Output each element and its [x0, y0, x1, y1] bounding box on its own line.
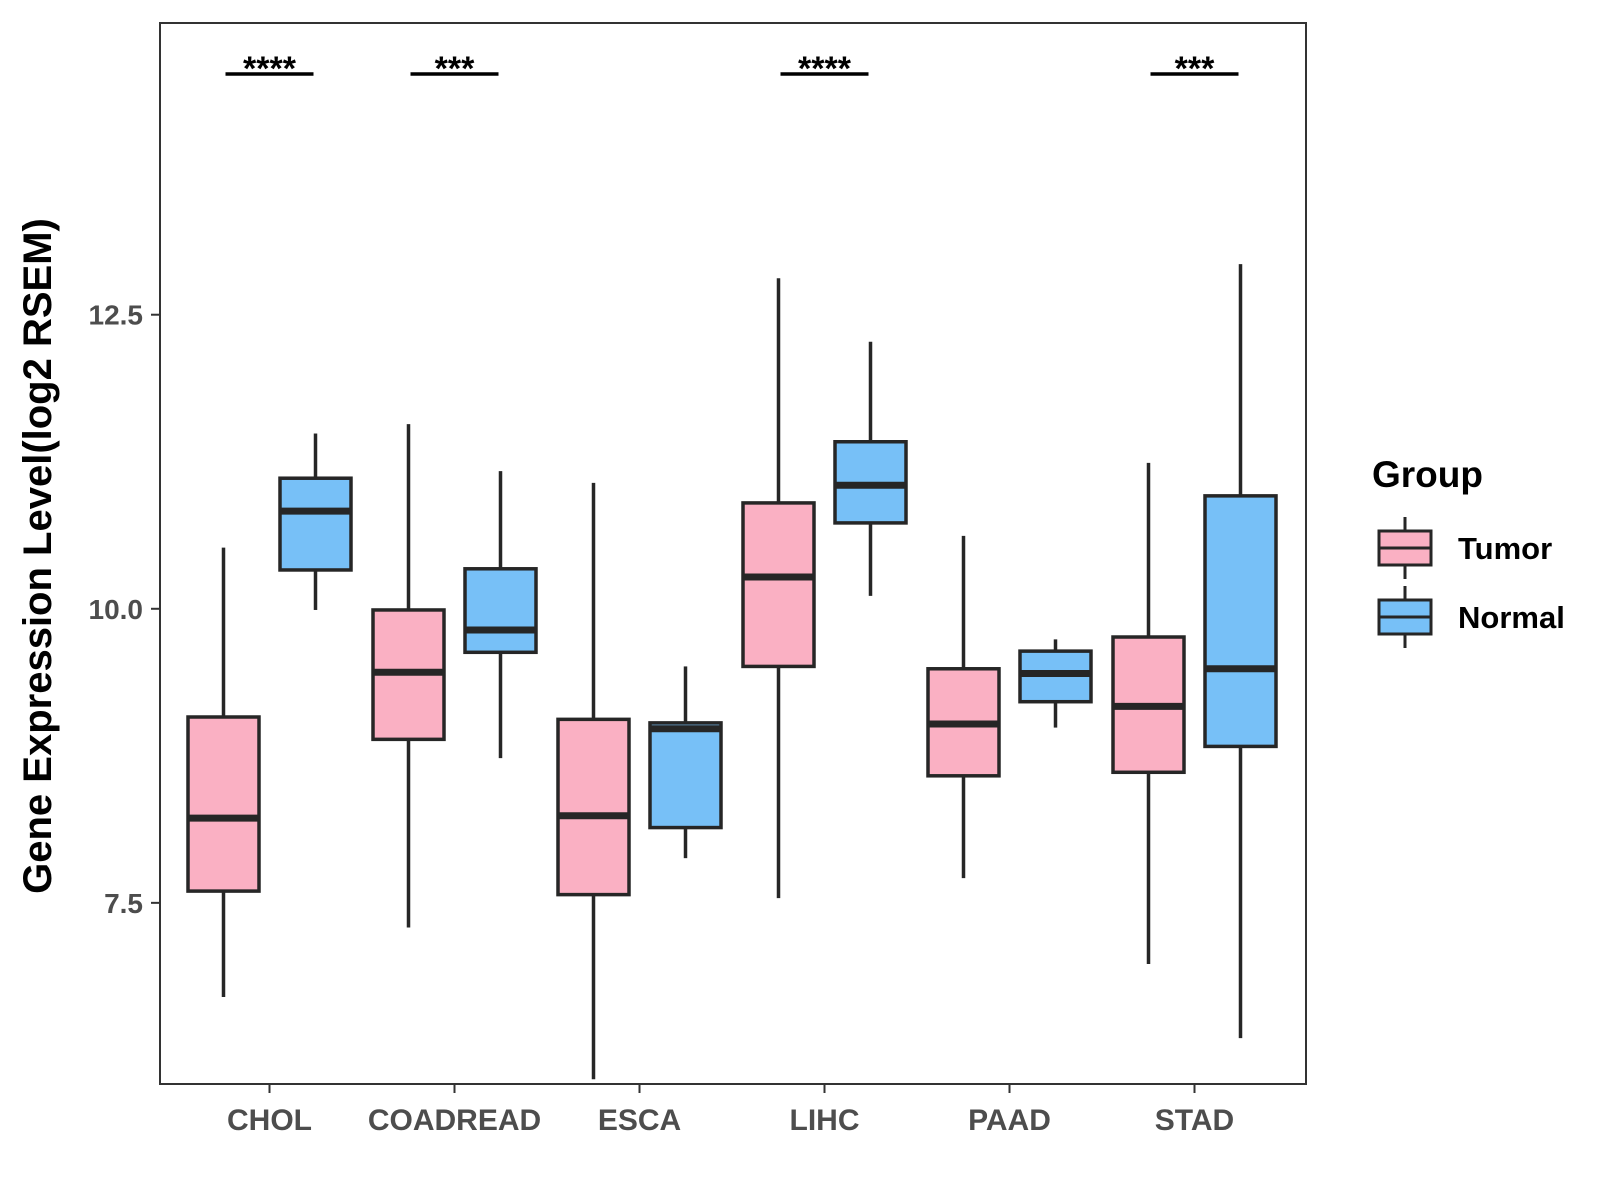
box-body	[741, 501, 816, 669]
significance-label: ***	[435, 50, 475, 88]
plot-panel-border	[159, 22, 1307, 1085]
x-tick-label: CHOL	[227, 1104, 312, 1137]
y-tick-label: 7.5	[104, 888, 143, 919]
box-body	[463, 567, 538, 655]
y-tick-label: 10.0	[89, 594, 144, 625]
legend-entry-tumor: Tumor	[1377, 517, 1552, 579]
significance-label: ****	[798, 50, 852, 88]
x-tick-label: COADREAD	[368, 1104, 541, 1137]
box-normal-lihc	[833, 341, 908, 596]
y-tick-label: 12.5	[89, 300, 144, 331]
box-normal-paad	[1018, 639, 1093, 728]
significance-chol: ****	[225, 50, 314, 88]
box-tumor-chol	[186, 547, 261, 997]
x-tick-label: LIHC	[790, 1104, 860, 1137]
legend-label: Normal	[1458, 600, 1565, 635]
box-normal-coadread	[463, 471, 538, 759]
significance-label: ***	[1175, 50, 1215, 88]
box-body	[556, 717, 631, 897]
box-body	[648, 721, 723, 830]
x-tick-label: STAD	[1155, 1104, 1234, 1137]
legend-entry-normal: Normal	[1377, 586, 1565, 648]
chart-marks: **** *** **** ***	[186, 50, 1278, 1080]
box-tumor-esca	[556, 482, 631, 1080]
legend: Group Tumor Normal	[1372, 454, 1565, 648]
y-axis-title: Gene Expression Level(log2 RSEM)	[16, 218, 60, 894]
box-normal-stad	[1203, 264, 1278, 1039]
box-tumor-coadread	[371, 424, 446, 928]
box-body	[278, 476, 353, 572]
box-tumor-lihc	[741, 278, 816, 899]
box-tumor-stad	[1111, 462, 1186, 965]
box-body	[1203, 494, 1278, 749]
significance-stad: ***	[1150, 50, 1239, 88]
significance-coadread: ***	[410, 50, 499, 88]
x-tick-label: ESCA	[598, 1104, 681, 1137]
box-body	[186, 715, 261, 893]
x-tick-label: PAAD	[968, 1104, 1051, 1137]
box-normal-chol	[278, 433, 353, 610]
box-normal-esca	[648, 666, 723, 859]
box-tumor-paad	[926, 535, 1001, 879]
legend-title: Group	[1372, 454, 1483, 495]
significance-lihc: ****	[780, 50, 869, 88]
chart-axes: Gene Expression Level(log2 RSEM) 7.5 10.0…	[16, 22, 1307, 1137]
legend-label: Tumor	[1458, 531, 1552, 566]
significance-label: ****	[243, 50, 297, 88]
